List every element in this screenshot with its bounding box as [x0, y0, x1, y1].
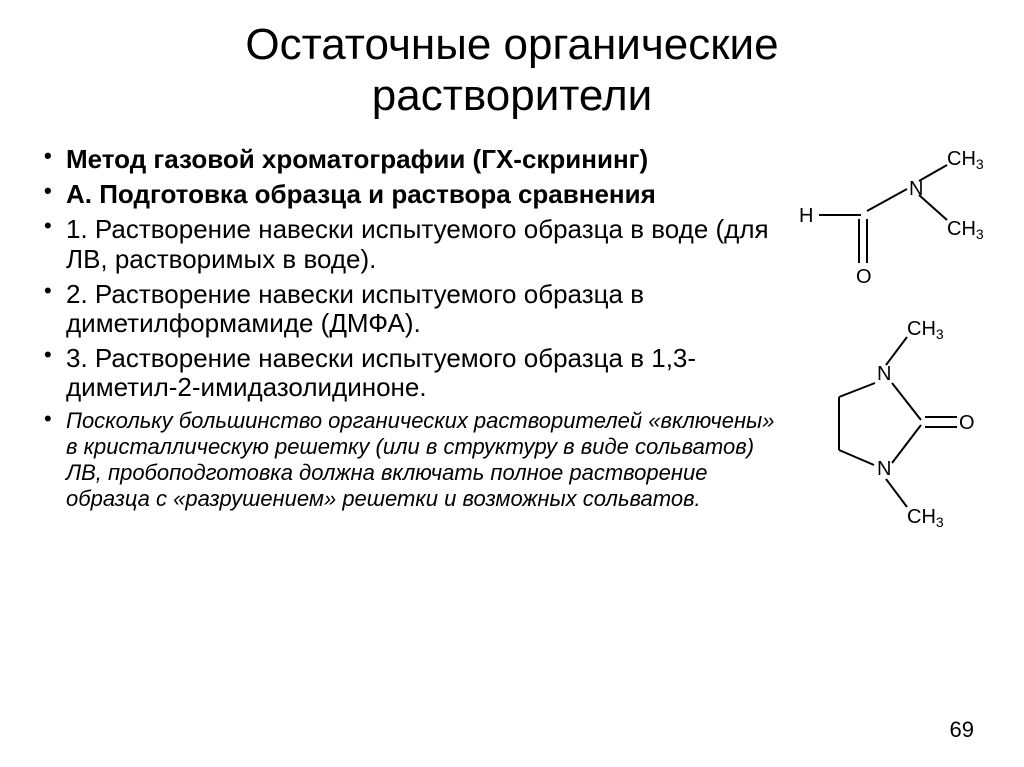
label-CH3-top: CH3 [947, 148, 984, 172]
slide: Остаточные органические растворители Мет… [0, 0, 1024, 767]
bullet-item: 3. Растворение навески испытуемого образ… [40, 344, 779, 402]
label-O2: O [959, 412, 975, 434]
label-N-top: N [877, 363, 891, 385]
label-O: O [856, 266, 872, 288]
title-line-2: растворители [372, 71, 652, 120]
label-CH3-bot2: CH3 [907, 506, 944, 530]
molecule-dmf: H N O CH3 CH3 [789, 145, 984, 305]
bullet-item: А. Подготовка образца и раствора сравнен… [40, 180, 779, 209]
bullet-list: Метод газовой хроматографии (ГХ-скрининг… [40, 145, 779, 512]
page-number: 69 [950, 717, 974, 743]
page-title: Остаточные органические растворители [40, 20, 984, 121]
title-line-1: Остаточные органические [245, 20, 778, 69]
label-CH3-top2: CH3 [907, 318, 944, 342]
bullet-item: Поскольку большинство органических раств… [40, 408, 779, 512]
content-row: Метод газовой хроматографии (ГХ-скрининг… [40, 145, 984, 535]
bullet-item: 1. Растворение навески испытуемого образ… [40, 215, 779, 273]
label-N: N [909, 178, 923, 200]
label-H: H [799, 205, 813, 227]
bullet-item: 2. Растворение навески испытуемого образ… [40, 280, 779, 338]
molecule-dmi: N N O CH3 CH3 [789, 315, 984, 535]
label-CH3-bot: CH3 [947, 218, 984, 242]
text-column: Метод газовой хроматографии (ГХ-скрининг… [40, 145, 789, 535]
bullet-item: Метод газовой хроматографии (ГХ-скрининг… [40, 145, 779, 174]
diagram-column: H N O CH3 CH3 [789, 145, 984, 535]
label-N-bot: N [877, 458, 891, 480]
